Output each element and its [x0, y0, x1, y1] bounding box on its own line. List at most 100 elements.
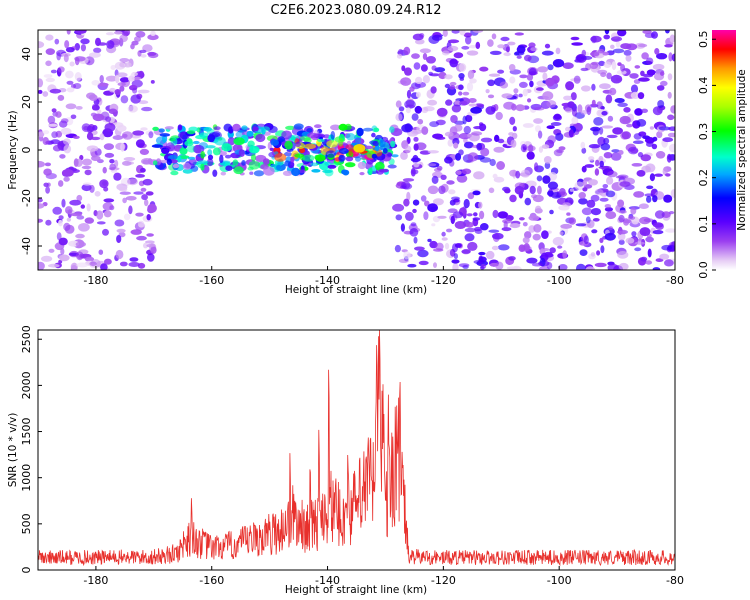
heatmap-cell [43, 74, 53, 78]
heatmap-cell [59, 120, 68, 128]
heatmap-cell [252, 126, 259, 132]
heatmap-cell [487, 79, 495, 87]
heatmap-cell [666, 153, 672, 163]
heatmap-cell [598, 155, 604, 163]
x-tick-label: -120 [431, 274, 456, 287]
heatmap-cell [80, 204, 86, 209]
heatmap-cell [45, 48, 55, 55]
heatmap-cell [589, 51, 600, 57]
heatmap-cell [475, 41, 481, 50]
heatmap-cell [193, 144, 202, 154]
heatmap-cell [581, 207, 593, 216]
heatmap-cell [497, 69, 505, 74]
heatmap-cell [590, 126, 601, 132]
heatmap-cell [310, 162, 319, 167]
heatmap-cell [362, 127, 373, 132]
heatmap-cell [284, 151, 292, 157]
heatmap-cell [514, 32, 524, 36]
heatmap-cell [144, 199, 149, 207]
heatmap-cell [423, 106, 435, 112]
heatmap-cell [128, 205, 133, 215]
heatmap-cell [652, 222, 664, 228]
heatmap-cell [657, 122, 665, 129]
heatmap-cell [577, 104, 583, 113]
heatmap-cell [588, 156, 595, 161]
heatmap-cell [150, 246, 157, 254]
heatmap-cell [86, 132, 94, 141]
heatmap-cell [465, 35, 472, 45]
heatmap-cell [573, 75, 581, 84]
heatmap-cell [617, 230, 627, 235]
heatmap-cell [491, 33, 497, 40]
heatmap-cell [510, 139, 517, 148]
heatmap-cell [570, 92, 577, 101]
heatmap-cell [251, 154, 256, 162]
heatmap-cell [417, 249, 429, 258]
heatmap-cell [636, 170, 646, 177]
colorbar-tick-label: 0.5 [697, 30, 710, 48]
heatmap-cell [140, 187, 147, 192]
y-tick-label: -20 [20, 189, 33, 207]
heatmap-cell [528, 42, 536, 48]
heatmap-cell [474, 103, 485, 108]
heatmap-cell [120, 142, 125, 152]
heatmap-cell [458, 263, 470, 268]
heatmap-cell [344, 162, 356, 168]
heatmap-cell [604, 232, 616, 241]
heatmap-cell [96, 221, 106, 225]
heatmap-cell [413, 136, 419, 142]
heatmap-cell [508, 64, 516, 71]
heatmap-cell [65, 103, 77, 110]
heatmap-cell [395, 113, 403, 122]
heatmap-cell [617, 199, 625, 208]
heatmap-cell [371, 132, 376, 138]
heatmap-cell [98, 249, 104, 255]
heatmap-cell [652, 136, 658, 142]
heatmap-cell [426, 56, 436, 64]
heatmap-cell [669, 143, 675, 153]
heatmap-cell [122, 197, 127, 204]
heatmap-cell [547, 181, 559, 190]
heatmap-cell [132, 130, 145, 136]
heatmap-cell [116, 228, 126, 233]
heatmap-cell [317, 138, 325, 143]
heatmap-cell [116, 235, 122, 243]
heatmap-cell [150, 30, 156, 36]
heatmap-cell [520, 144, 527, 153]
heatmap-cell [476, 142, 483, 151]
heatmap-cell [187, 156, 196, 160]
heatmap-cell [371, 153, 377, 159]
heatmap-cell [66, 217, 72, 222]
heatmap-cell [458, 63, 467, 72]
heatmap-cell [114, 89, 121, 96]
heatmap-cell [450, 115, 458, 123]
heatmap-cell [284, 140, 293, 150]
heatmap-cell [612, 127, 623, 135]
heatmap-cell [571, 116, 579, 125]
heatmap-cell [405, 211, 414, 221]
heatmap-cell [524, 231, 532, 239]
heatmap-cell [463, 198, 470, 209]
heatmap-cell [445, 99, 453, 106]
heatmap-cell [450, 215, 455, 225]
heatmap-cell [533, 118, 544, 124]
heatmap-cell [330, 130, 336, 140]
heatmap-cell [409, 86, 415, 92]
heatmap-cell [632, 140, 644, 144]
heatmap-cell [606, 176, 614, 185]
heatmap-cell [220, 171, 226, 176]
heatmap-cell [338, 123, 348, 131]
heatmap-cell [620, 64, 626, 72]
heatmap-cell [410, 167, 416, 177]
heatmap-cell [104, 152, 115, 158]
heatmap-cell [611, 61, 617, 71]
heatmap-cell [412, 33, 424, 41]
heatmap-cell [529, 80, 534, 88]
heatmap-cell [665, 30, 670, 34]
heatmap-cell [368, 166, 373, 176]
heatmap-cell [162, 134, 168, 143]
heatmap-cell [45, 34, 54, 41]
heatmap-cell [473, 126, 483, 130]
heatmap-cell [221, 143, 232, 152]
heatmap-cell [665, 228, 675, 233]
